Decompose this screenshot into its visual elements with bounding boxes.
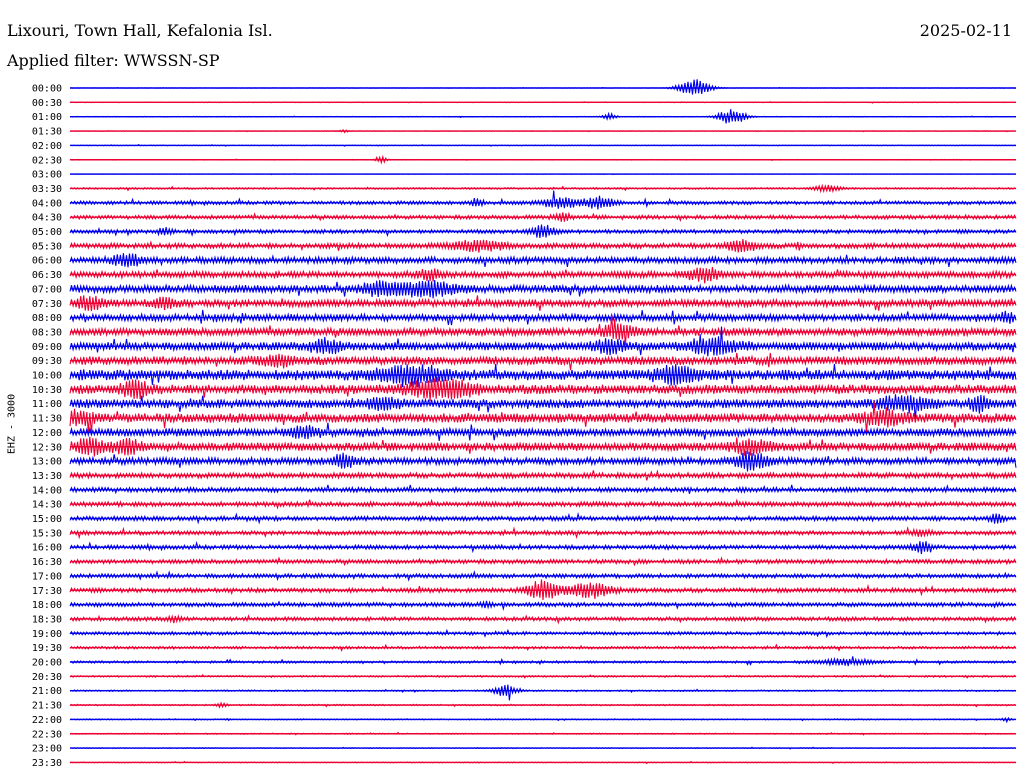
time-tick-label: 19:00 [32, 629, 62, 640]
filter-line: Applied filter: WWSSN-SP [7, 52, 220, 70]
time-tick-label: 03:30 [32, 184, 62, 195]
time-tick-label: 10:00 [32, 371, 62, 382]
time-tick-label: 04:00 [32, 198, 62, 209]
filter-label: Applied filter: [7, 51, 119, 70]
trace-row [69, 684, 1017, 701]
trace-row [69, 190, 1017, 210]
time-tick-label: 15:00 [32, 514, 62, 525]
time-tick-label: 03:00 [32, 170, 62, 181]
time-tick-label: 08:30 [32, 327, 62, 338]
time-tick-label: 18:00 [32, 600, 62, 611]
time-tick-label: 05:30 [32, 241, 62, 252]
trace-row [69, 656, 1017, 667]
time-tick-label: 02:30 [32, 155, 62, 166]
time-tick-label: 01:30 [32, 127, 62, 138]
time-tick-label: 22:00 [32, 715, 62, 726]
time-tick-label: 19:30 [32, 643, 62, 654]
time-tick-label: 15:30 [32, 528, 62, 539]
trace-row [69, 326, 1017, 357]
time-tick-label: 14:30 [32, 500, 62, 511]
time-tick-label: 01:00 [32, 112, 62, 123]
time-tick-label: 20:00 [32, 658, 62, 669]
time-tick-label: 14:00 [32, 485, 62, 496]
trace-row [69, 79, 1017, 95]
trace-row [69, 436, 1017, 457]
time-tick-label: 00:30 [32, 98, 62, 109]
trace-row [69, 363, 1017, 388]
time-tick-label: 06:00 [32, 256, 62, 267]
time-tick-label: 06:30 [32, 270, 62, 281]
time-tick-label: 21:30 [32, 701, 62, 712]
time-tick-label: 23:30 [32, 758, 62, 769]
trace-row [69, 352, 1017, 371]
time-tick-label: 05:00 [32, 227, 62, 238]
time-tick-label: 21:00 [32, 686, 62, 697]
time-tick-label: 00:00 [32, 84, 62, 95]
station-title: Lixouri, Town Hall, Kefalonia Isl. [7, 21, 273, 40]
time-tick-label: 07:30 [32, 299, 62, 310]
time-tick-label: 02:00 [32, 141, 62, 152]
time-tick-label: 16:30 [32, 557, 62, 568]
time-tick-label: 12:30 [32, 442, 62, 453]
time-tick-label: 22:30 [32, 729, 62, 740]
time-tick-label: 13:30 [32, 471, 62, 482]
time-tick-label: 12:00 [32, 428, 62, 439]
date-label: 2025-02-11 [919, 21, 1012, 40]
time-tick-label: 09:30 [32, 356, 62, 367]
time-tick-label: 23:00 [32, 744, 62, 755]
time-tick-label: 08:00 [32, 313, 62, 324]
time-tick-label: 13:00 [32, 457, 62, 468]
time-tick-label: 20:30 [32, 672, 62, 683]
time-tick-label: 17:00 [32, 571, 62, 582]
trace-row [69, 309, 1017, 326]
time-tick-label: 16:00 [32, 543, 62, 554]
time-tick-label: 17:30 [32, 586, 62, 597]
filter-value: WWSSN-SP [123, 51, 220, 70]
time-tick-label: 09:00 [32, 342, 62, 353]
time-tick-label: 11:00 [32, 399, 62, 410]
trace-row [69, 394, 1017, 421]
time-tick-label: 04:30 [32, 213, 62, 224]
trace-row [69, 295, 1017, 312]
time-tick-label: 07:00 [32, 284, 62, 295]
time-tick-label: 18:30 [32, 614, 62, 625]
time-tick-label: 10:30 [32, 385, 62, 396]
trace-row [69, 377, 1017, 402]
time-tick-label: 11:30 [32, 414, 62, 425]
